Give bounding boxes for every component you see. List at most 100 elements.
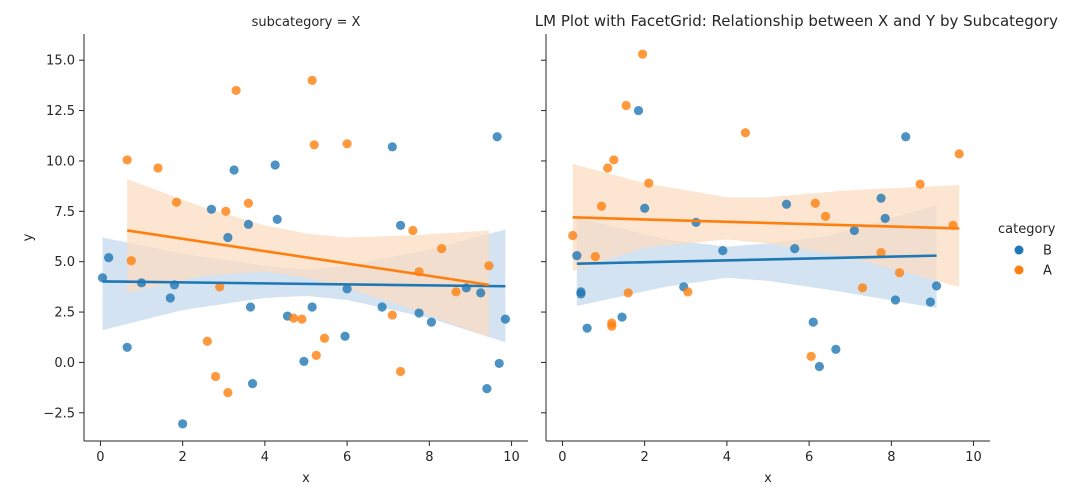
x-tick-label: 2: [179, 450, 187, 465]
data-point-a: [568, 230, 578, 241]
x-tick-label: 6: [805, 450, 813, 465]
facet-panels: 0 2 4 6 8 10 −2.5 0.0 2.5 5.0 7.5 10.0 12.5 15.0 x y sub…: [21, 15, 990, 486]
y-tick-label: 5.0: [54, 255, 75, 270]
data-point-a: [607, 318, 617, 328]
legend-marker-a: [1014, 265, 1024, 275]
data-point-b: [307, 302, 317, 312]
data-point-b: [247, 378, 258, 389]
y-tick-label: 15.0: [46, 54, 75, 69]
data-point-b: [617, 312, 627, 322]
data-point-a: [122, 155, 132, 165]
x-tick-label: 4: [261, 450, 269, 465]
data-point-b: [492, 132, 502, 142]
data-point-b: [494, 358, 504, 369]
data-point-a: [243, 198, 254, 208]
data-point-a: [740, 128, 750, 138]
figure-title: LM Plot with FacetGrid: Relationship bet…: [535, 12, 1058, 30]
x-tick-label: 0: [96, 450, 104, 465]
data-point-a: [820, 211, 831, 221]
data-point-a: [387, 310, 397, 320]
data-point-b: [340, 331, 350, 341]
data-point-b: [582, 323, 592, 333]
data-point-a: [590, 252, 600, 262]
data-point-a: [311, 350, 321, 360]
data-point-a: [609, 155, 619, 165]
data-point-b: [206, 204, 217, 214]
x-axis-label: x: [302, 471, 310, 486]
data-point-b: [426, 317, 436, 327]
y-tick-label: 2.5: [54, 306, 75, 321]
data-point-a: [603, 163, 613, 173]
x-tick-label: 0: [558, 450, 566, 465]
data-point-b: [377, 302, 387, 312]
data-point-a: [484, 261, 494, 271]
data-point-a: [644, 178, 654, 188]
x-tick-label: 2: [641, 450, 649, 465]
data-point-a: [223, 388, 233, 398]
data-point-b: [165, 293, 175, 303]
data-point-b: [122, 342, 132, 352]
data-point-b: [476, 288, 486, 298]
y-tick-label: −2.5: [43, 406, 75, 421]
data-point-b: [387, 142, 397, 152]
x-tick-label: 6: [343, 450, 351, 465]
data-point-b: [97, 273, 108, 283]
data-point-b: [849, 225, 859, 236]
data-point-b: [500, 314, 510, 324]
data-point-b: [229, 165, 239, 175]
data-point-a: [307, 75, 317, 85]
legend-title: category: [998, 222, 1056, 237]
data-point-a: [309, 140, 319, 150]
data-point-a: [810, 198, 820, 208]
data-point-a: [342, 139, 352, 149]
data-point-a: [915, 179, 925, 189]
data-point-a: [857, 283, 868, 293]
data-point-a: [289, 313, 299, 323]
data-point-b: [633, 105, 644, 116]
data-point-b: [808, 317, 818, 327]
data-point-a: [395, 366, 406, 377]
data-point-b: [880, 213, 890, 223]
regression-line-b: [576, 254, 937, 265]
data-point-a: [876, 248, 886, 258]
data-point-b: [890, 295, 901, 305]
data-point-a: [231, 85, 241, 96]
data-point-a: [408, 225, 418, 236]
legend-label-a: A: [1043, 264, 1052, 279]
data-point-b: [414, 308, 424, 318]
data-point-a: [621, 100, 631, 111]
y-tick-label: 7.5: [54, 205, 75, 220]
x-tick-label: 8: [425, 450, 433, 465]
legend-label-b: B: [1043, 244, 1052, 259]
data-point-b: [901, 132, 911, 142]
y-tick-label: 0.0: [54, 356, 75, 371]
data-point-b: [272, 214, 282, 224]
data-point-b: [178, 419, 188, 429]
data-point-b: [691, 217, 701, 227]
data-point-a: [319, 333, 330, 343]
data-point-b: [925, 297, 935, 307]
x-tick-label: 10: [965, 450, 982, 465]
data-point-a: [954, 149, 964, 159]
data-point-b: [395, 220, 406, 231]
data-point-a: [221, 206, 231, 216]
data-point-b: [876, 193, 886, 203]
data-point-b: [270, 160, 280, 170]
regression-line-a: [572, 216, 960, 230]
data-point-a: [638, 49, 648, 59]
y-axis-label: y: [21, 233, 36, 241]
data-point-b: [814, 361, 824, 372]
data-point-a: [153, 163, 163, 173]
y-tick-label: 10.0: [46, 154, 75, 169]
data-point-a: [623, 288, 633, 298]
x-tick-label: 8: [887, 450, 895, 465]
facet-title: subcategory = X: [252, 15, 361, 30]
data-point-b: [831, 344, 841, 354]
y-tick-label: 12.5: [46, 104, 75, 119]
regression-line-a: [126, 229, 490, 287]
data-point-a: [297, 314, 307, 324]
data-point-a: [437, 243, 447, 254]
data-point-a: [126, 256, 136, 266]
x-axis-label: x: [764, 471, 772, 486]
